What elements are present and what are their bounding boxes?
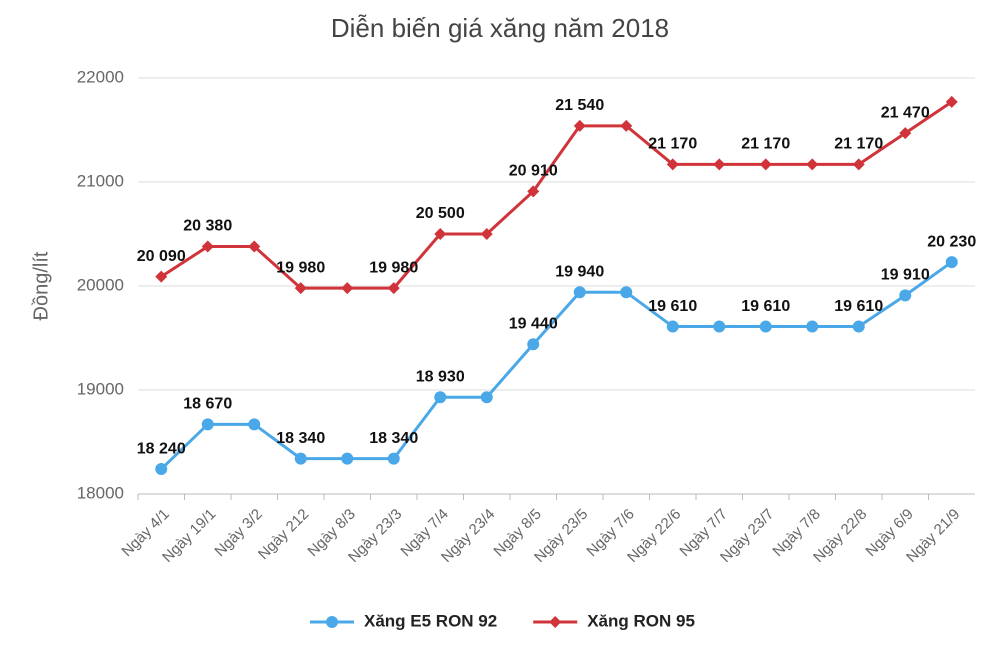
data-label: 19 610: [648, 298, 697, 315]
data-label: 21 540: [555, 97, 604, 114]
point: [248, 418, 261, 431]
point: [899, 127, 912, 140]
point: [527, 338, 540, 351]
data-label: 19 610: [741, 298, 790, 315]
data-label: 18 670: [183, 396, 232, 413]
y-tick-label: 18000: [77, 483, 124, 502]
data-label: 20 380: [183, 218, 232, 235]
point: [945, 256, 958, 269]
data-label: 19 980: [276, 259, 325, 276]
data-label: 21 170: [741, 136, 790, 153]
point: [620, 286, 633, 299]
data-label: 20 500: [416, 205, 465, 222]
point: [852, 158, 865, 171]
point: [899, 289, 912, 302]
data-label: 21 170: [648, 136, 697, 153]
legend-label: Xăng RON 95: [587, 611, 695, 630]
data-label: 20 230: [927, 233, 976, 250]
point: [806, 158, 819, 171]
point: [387, 282, 400, 295]
data-label: 18 340: [276, 430, 325, 447]
point: [155, 270, 168, 283]
x-tick-label: Ngày 212: [255, 506, 312, 563]
point: [248, 240, 261, 253]
data-label: 19 610: [834, 298, 883, 315]
point: [945, 95, 958, 108]
point: [155, 463, 168, 476]
point: [527, 185, 540, 198]
point: [201, 418, 214, 431]
point: [852, 320, 865, 333]
point: [480, 228, 493, 240]
point: [341, 282, 354, 295]
point: [434, 391, 447, 404]
data-label: 19 940: [555, 263, 604, 280]
point: [294, 282, 307, 295]
data-label: 19 980: [369, 259, 418, 276]
point: [341, 452, 354, 465]
point: [480, 391, 493, 404]
point: [573, 119, 586, 132]
point: [713, 158, 726, 171]
series-line: [160, 100, 953, 290]
point: [759, 158, 772, 171]
legend-marker: [326, 616, 338, 628]
legend-marker: [549, 616, 562, 628]
series-line: [160, 260, 953, 471]
data-label: 18 340: [369, 430, 418, 447]
point: [620, 119, 633, 132]
y-tick-label: 21000: [77, 171, 124, 190]
data-label: 21 170: [834, 136, 883, 153]
point: [806, 320, 819, 333]
y-tick-label: 22000: [77, 67, 124, 86]
point: [387, 452, 400, 465]
y-tick-label: 20000: [77, 275, 124, 294]
legend-label: Xăng E5 RON 92: [364, 611, 497, 630]
y-axis-label: Đồng/lít: [30, 251, 52, 320]
data-label: 20 910: [509, 163, 558, 180]
data-label: 18 240: [137, 440, 186, 457]
point: [666, 320, 679, 333]
point: [201, 240, 214, 253]
point: [294, 452, 307, 465]
data-label: 19 440: [509, 315, 558, 332]
data-label: 20 090: [137, 248, 186, 265]
chart-title: Diễn biến giá xăng năm 2018: [331, 13, 669, 43]
data-label: 18 930: [416, 368, 465, 385]
point: [434, 228, 447, 240]
point: [713, 320, 726, 333]
data-label: 19 910: [881, 267, 930, 284]
point: [573, 286, 586, 299]
y-tick-label: 19000: [77, 379, 124, 398]
point: [666, 158, 679, 171]
data-label: 21 470: [881, 104, 930, 121]
point: [759, 320, 772, 333]
